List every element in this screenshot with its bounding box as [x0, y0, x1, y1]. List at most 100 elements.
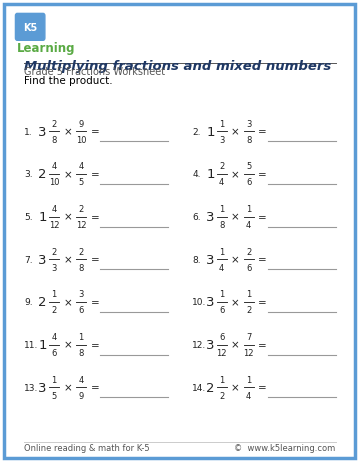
- Text: 1: 1: [38, 338, 47, 351]
- Text: 1: 1: [51, 290, 56, 299]
- Text: ×: ×: [64, 255, 72, 265]
- Text: 4: 4: [219, 178, 224, 187]
- Text: 1: 1: [78, 332, 84, 341]
- Text: =: =: [90, 212, 99, 222]
- Text: 3: 3: [246, 119, 251, 128]
- Text: 6: 6: [78, 306, 84, 315]
- Text: 12: 12: [243, 349, 254, 357]
- Text: 1.: 1.: [24, 127, 33, 137]
- Text: 2: 2: [78, 247, 84, 256]
- Text: 6: 6: [246, 263, 251, 272]
- Text: 13.: 13.: [24, 383, 39, 392]
- Text: 12: 12: [216, 349, 227, 357]
- Text: 6: 6: [219, 332, 224, 341]
- Text: 2: 2: [51, 119, 56, 128]
- Text: 6: 6: [219, 306, 224, 315]
- Text: ×: ×: [231, 382, 240, 393]
- Text: 10: 10: [49, 178, 59, 187]
- Text: 1: 1: [219, 375, 224, 384]
- Text: ×: ×: [231, 340, 240, 350]
- Text: =: =: [90, 127, 99, 137]
- Text: 1: 1: [206, 125, 215, 138]
- Text: 2: 2: [246, 306, 251, 315]
- Text: 3: 3: [206, 211, 215, 224]
- Text: 2: 2: [206, 381, 215, 394]
- Text: ×: ×: [231, 169, 240, 180]
- Text: 9: 9: [78, 119, 84, 128]
- Text: 4: 4: [78, 375, 84, 384]
- Text: 8: 8: [219, 221, 224, 230]
- Text: ×: ×: [64, 212, 72, 222]
- Text: 4: 4: [78, 162, 84, 171]
- Text: =: =: [90, 297, 99, 307]
- Text: 14.: 14.: [192, 383, 206, 392]
- Text: 8.: 8.: [192, 255, 201, 264]
- Text: =: =: [90, 169, 99, 180]
- Text: 8: 8: [246, 136, 251, 144]
- Text: =: =: [90, 340, 99, 350]
- Text: ×: ×: [231, 255, 240, 265]
- Text: 1: 1: [219, 290, 224, 299]
- Text: 2: 2: [38, 296, 47, 309]
- Text: Multiplying fractions and mixed numbers: Multiplying fractions and mixed numbers: [24, 60, 332, 73]
- Text: 3: 3: [38, 125, 47, 138]
- Text: 3: 3: [206, 338, 215, 351]
- Text: 4: 4: [246, 221, 251, 230]
- Text: 2: 2: [51, 247, 56, 256]
- Text: 4: 4: [51, 162, 56, 171]
- Text: 2.: 2.: [192, 127, 201, 137]
- Text: 9: 9: [78, 391, 84, 400]
- Text: 3: 3: [206, 296, 215, 309]
- Text: 2: 2: [219, 162, 224, 171]
- Text: 12.: 12.: [192, 340, 206, 350]
- Text: 5: 5: [51, 391, 56, 400]
- Text: 4: 4: [219, 263, 224, 272]
- Text: 2: 2: [38, 168, 47, 181]
- Text: 1: 1: [51, 375, 56, 384]
- Text: =: =: [258, 340, 267, 350]
- Text: =: =: [258, 127, 267, 137]
- Text: Online reading & math for K-5: Online reading & math for K-5: [24, 443, 150, 452]
- Text: 5: 5: [78, 178, 84, 187]
- Text: 1: 1: [219, 205, 224, 213]
- Text: ×: ×: [64, 127, 72, 137]
- Text: 8: 8: [78, 263, 84, 272]
- Text: 2: 2: [78, 205, 84, 213]
- Text: 2: 2: [219, 391, 224, 400]
- Text: 12: 12: [76, 221, 86, 230]
- Text: 8: 8: [51, 136, 57, 144]
- Text: 1: 1: [246, 375, 251, 384]
- Text: 10: 10: [76, 136, 86, 144]
- Text: 3: 3: [219, 136, 224, 144]
- Text: 1: 1: [206, 168, 215, 181]
- Text: 4: 4: [51, 332, 56, 341]
- Text: 9.: 9.: [24, 298, 33, 307]
- Text: ©  www.k5learning.com: © www.k5learning.com: [234, 443, 336, 452]
- Text: =: =: [258, 169, 267, 180]
- Text: ×: ×: [64, 382, 72, 393]
- Text: K5: K5: [23, 23, 37, 33]
- Text: 3.: 3.: [24, 170, 33, 179]
- Text: Learning: Learning: [17, 42, 76, 55]
- Text: 4.: 4.: [192, 170, 201, 179]
- Text: 6: 6: [51, 349, 57, 357]
- Text: 10.: 10.: [192, 298, 206, 307]
- Text: 6.: 6.: [192, 213, 201, 222]
- Text: =: =: [90, 255, 99, 265]
- Text: 4: 4: [51, 205, 56, 213]
- Text: 1: 1: [246, 205, 251, 213]
- Text: 6: 6: [246, 178, 251, 187]
- Text: 5.: 5.: [24, 213, 33, 222]
- Text: =: =: [258, 297, 267, 307]
- Text: 3: 3: [38, 381, 47, 394]
- Text: 1: 1: [219, 247, 224, 256]
- Text: ×: ×: [64, 169, 72, 180]
- Text: 1: 1: [219, 119, 224, 128]
- Text: ×: ×: [64, 340, 72, 350]
- Text: 2: 2: [51, 306, 56, 315]
- Text: ×: ×: [64, 297, 72, 307]
- Text: =: =: [258, 382, 267, 393]
- Text: 1: 1: [38, 211, 47, 224]
- Text: ×: ×: [231, 297, 240, 307]
- Text: 12: 12: [49, 221, 59, 230]
